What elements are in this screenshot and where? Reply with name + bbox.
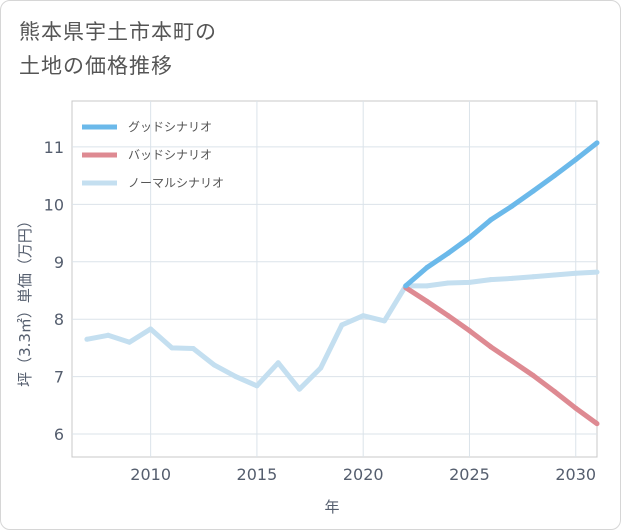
y-tick-label: 6 bbox=[54, 425, 64, 444]
data-point-2 bbox=[424, 283, 430, 289]
data-point-1 bbox=[488, 344, 494, 350]
data-point-2 bbox=[169, 345, 175, 351]
y-tick-label: 7 bbox=[54, 368, 64, 387]
data-point-0 bbox=[403, 283, 409, 289]
data-point-2 bbox=[339, 322, 345, 328]
data-point-2 bbox=[211, 362, 217, 368]
y-axis-label: 坪（3.3㎡）単価（万円） bbox=[16, 213, 34, 387]
data-point-2 bbox=[233, 374, 239, 380]
data-point-2 bbox=[530, 274, 536, 280]
data-point-2 bbox=[488, 277, 494, 283]
x-tick-label: 2030 bbox=[555, 465, 596, 484]
data-point-1 bbox=[467, 328, 472, 334]
data-point-2 bbox=[360, 313, 366, 319]
chart-title-line-1: 熊本県宇土市本町の bbox=[19, 20, 217, 44]
data-point-1 bbox=[509, 358, 515, 364]
data-point-0 bbox=[552, 173, 557, 179]
data-point-2 bbox=[84, 336, 90, 342]
data-point-0 bbox=[594, 140, 600, 146]
x-tick-label: 2010 bbox=[130, 465, 171, 484]
legend-label-2: ノーマルシナリオ bbox=[128, 176, 224, 190]
data-point-2 bbox=[445, 280, 451, 286]
data-point-2 bbox=[275, 360, 281, 366]
chart-title-line-2: 土地の価格推移 bbox=[19, 54, 173, 78]
data-point-0 bbox=[488, 217, 494, 223]
data-point-0 bbox=[424, 265, 430, 270]
data-point-0 bbox=[573, 157, 579, 163]
y-tick-label: 11 bbox=[44, 138, 64, 157]
y-tick-label: 10 bbox=[44, 195, 64, 214]
data-point-1 bbox=[530, 373, 536, 378]
data-point-2 bbox=[105, 332, 111, 338]
x-tick-label: 2020 bbox=[343, 465, 384, 484]
data-point-0 bbox=[530, 188, 536, 194]
series-line-0 bbox=[404, 140, 599, 288]
x-axis-label: 年 bbox=[324, 498, 339, 516]
data-point-2 bbox=[254, 383, 260, 389]
legend-label-1: バッドシナリオ bbox=[128, 148, 212, 162]
data-point-1 bbox=[552, 389, 557, 394]
data-point-2 bbox=[381, 318, 387, 324]
data-point-2 bbox=[148, 326, 154, 332]
data-point-1 bbox=[594, 421, 600, 427]
data-point-2 bbox=[509, 275, 515, 281]
data-point-0 bbox=[467, 235, 472, 241]
data-point-1 bbox=[573, 405, 579, 411]
data-point-2 bbox=[318, 365, 324, 371]
x-tick-label: 2015 bbox=[237, 465, 278, 484]
data-point-2 bbox=[126, 339, 132, 345]
data-point-1 bbox=[424, 298, 430, 304]
data-point-2 bbox=[594, 269, 600, 275]
data-point-2 bbox=[552, 272, 557, 278]
data-point-1 bbox=[445, 313, 451, 319]
grid-lines bbox=[72, 101, 597, 457]
legend-label-0: グッドシナリオ bbox=[128, 120, 212, 134]
y-tick-label: 8 bbox=[54, 310, 64, 329]
data-point-0 bbox=[509, 203, 515, 209]
data-point-0 bbox=[445, 250, 451, 256]
data-point-2 bbox=[573, 270, 579, 276]
data-point-2 bbox=[467, 279, 472, 285]
data-point-2 bbox=[296, 386, 302, 392]
chart-title: 熊本県宇土市本町の 土地の価格推移 bbox=[19, 15, 419, 83]
series-line-1 bbox=[404, 285, 599, 426]
x-tick-label: 2025 bbox=[449, 465, 490, 484]
y-tick-label: 9 bbox=[54, 253, 64, 272]
data-point-2 bbox=[190, 346, 196, 351]
tick-labels: 2010 2015 2020 2025 2030 6 7 8 9 10 11 bbox=[44, 138, 596, 484]
series-lines bbox=[84, 140, 600, 427]
